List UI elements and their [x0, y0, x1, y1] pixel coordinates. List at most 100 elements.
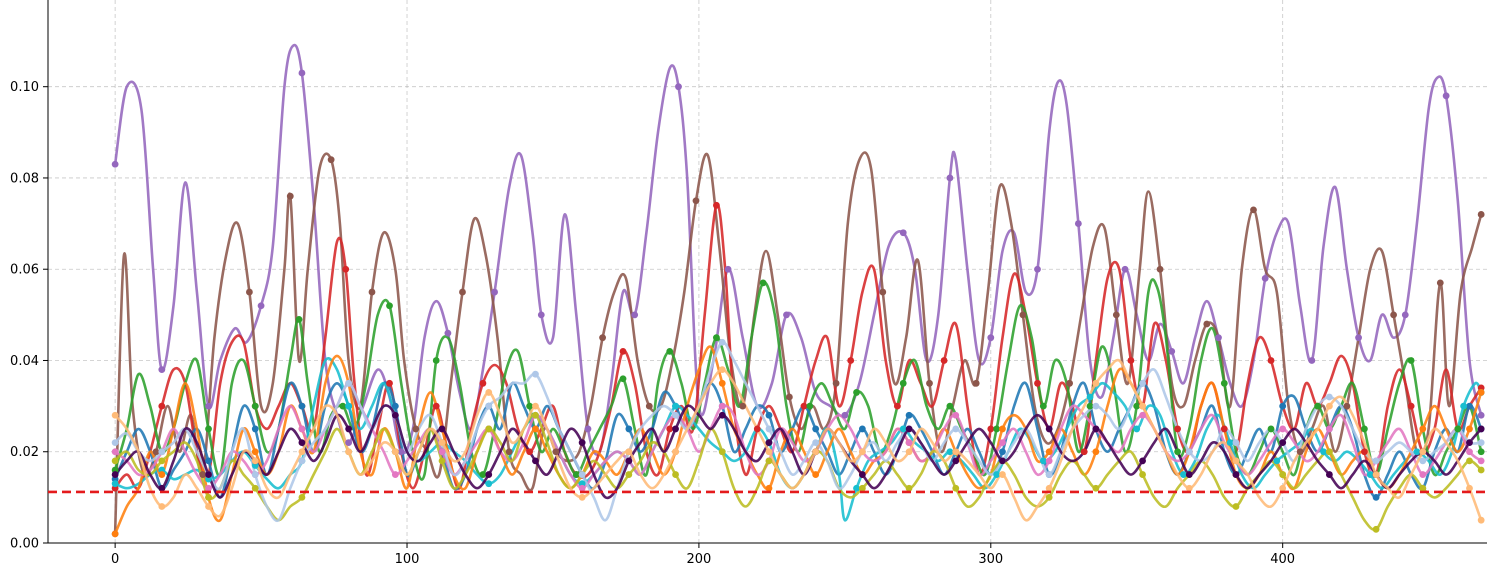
- series-markers: [111, 69, 1485, 538]
- series-10-point-52: [718, 411, 726, 419]
- series-11-point-8: [205, 503, 212, 510]
- x-tick-label-0: 0: [111, 552, 119, 567]
- series-2-point-68: [893, 402, 901, 410]
- series-10-point-16: [298, 439, 306, 447]
- series-2-point-44: [619, 347, 627, 355]
- series-8-point-16: [298, 493, 306, 501]
- series-10-point-56: [765, 439, 773, 447]
- series-11-point-76: [999, 471, 1006, 478]
- series-7-point-80: [1045, 457, 1053, 465]
- series-1-point-8: [199, 471, 207, 478]
- series-6-point-4: [158, 471, 166, 478]
- series-0-point-88: [1168, 347, 1176, 355]
- series-7-point-88: [1139, 411, 1146, 419]
- series-3-point-12: [251, 402, 259, 410]
- series-1-point-32: [459, 288, 466, 296]
- series-8-point-56: [765, 457, 773, 465]
- x-tick-label-2: 200: [686, 552, 711, 567]
- series-8-point-84: [1092, 484, 1100, 492]
- series-8-point-36: [532, 411, 539, 419]
- series-4-point-24: [391, 402, 399, 410]
- series-11-point-36: [532, 402, 539, 410]
- series-10-point-4: [158, 484, 166, 492]
- series-1-point-44: [599, 334, 606, 342]
- series-11-point-80: [1045, 484, 1053, 492]
- series-5-point-84: [1086, 393, 1094, 401]
- series-0-point-24: [397, 448, 405, 456]
- series-1-point-24: [368, 288, 376, 296]
- series-3-point-104: [1314, 402, 1322, 410]
- series-3-point-32: [479, 471, 487, 478]
- series-6-point-117: [1477, 389, 1485, 396]
- series-11-point-108: [1372, 471, 1380, 478]
- series-10-point-72: [952, 457, 960, 465]
- series-5-point-96: [1226, 439, 1234, 447]
- series-1-point-84: [1066, 379, 1074, 387]
- series-9-point-92: [1185, 448, 1193, 456]
- series-1-line: [113, 151, 1483, 536]
- series-5-point-68: [899, 425, 907, 433]
- series-11-point-20: [345, 448, 353, 456]
- series-0-point-115: [1477, 411, 1485, 419]
- series-1-point-108: [1343, 402, 1351, 410]
- series-2-point-92: [1174, 425, 1182, 433]
- series-9-point-112: [1419, 457, 1427, 465]
- series-2-point-4: [158, 402, 166, 410]
- series-10-point-28: [438, 425, 446, 433]
- series-0-point-28: [444, 329, 452, 337]
- series-3-point-60: [806, 402, 814, 410]
- series-3-point-64: [853, 389, 860, 396]
- series-2-point-32: [479, 379, 487, 387]
- series-9-point-108: [1372, 457, 1380, 465]
- series-6-point-76: [999, 425, 1006, 433]
- series-10-point-20: [345, 425, 353, 433]
- series-10-point-48: [672, 425, 679, 433]
- series-9-point-36: [532, 370, 539, 378]
- series-9-point-4: [158, 448, 166, 456]
- series-2-point-48: [666, 425, 674, 433]
- series-6-point-80: [1045, 448, 1053, 456]
- series-2-point-24: [386, 379, 393, 387]
- series-9-point-60: [812, 439, 820, 447]
- series-11-point-84: [1092, 379, 1100, 387]
- series-7-point-40: [578, 484, 586, 492]
- series-7-point-8: [205, 484, 212, 492]
- series-0-point-96: [1261, 274, 1269, 282]
- series-9-point-72: [952, 425, 960, 433]
- series-9-point-88: [1139, 379, 1146, 387]
- series-5-point-48: [672, 402, 679, 410]
- series-3-point-40: [572, 471, 580, 478]
- series-7-point-0: [111, 448, 119, 456]
- series-0-point-36: [537, 311, 545, 319]
- series-11-point-28: [438, 439, 446, 447]
- series-3-point-92: [1174, 448, 1182, 456]
- series-2-point-84: [1080, 448, 1088, 456]
- series-7-point-72: [952, 411, 960, 419]
- series-8-point-32: [485, 425, 493, 433]
- series-1-point-64: [832, 379, 840, 387]
- series-8-point-112: [1419, 484, 1427, 492]
- series-4-point-76: [999, 448, 1006, 456]
- series-7-point-112: [1419, 471, 1427, 478]
- series-7-point-100: [1279, 425, 1287, 433]
- series-3-point-56: [759, 279, 767, 287]
- series-0-point-48: [675, 83, 682, 91]
- series-3-point-28: [432, 357, 440, 364]
- series-2-point-20: [342, 265, 350, 273]
- series-4-point-60: [812, 425, 820, 433]
- series-3-point-20: [339, 402, 347, 410]
- series-3-point-84: [1086, 402, 1094, 410]
- series-3-point-44: [619, 375, 627, 383]
- series-9-point-80: [1045, 471, 1053, 478]
- series-9-point-104: [1325, 393, 1333, 401]
- y-tick-label-5: 0.10: [10, 80, 39, 95]
- series-0-point-84: [1121, 265, 1129, 273]
- series-1-point-16: [286, 192, 294, 200]
- series-6-point-56: [765, 484, 773, 492]
- series-5-point-64: [853, 484, 860, 492]
- series-1-point-36: [505, 448, 513, 456]
- series-10-point-76: [999, 457, 1006, 465]
- series-5-point-20: [345, 402, 353, 410]
- series-2-point-100: [1267, 357, 1275, 364]
- series-0-point-76: [1034, 265, 1041, 273]
